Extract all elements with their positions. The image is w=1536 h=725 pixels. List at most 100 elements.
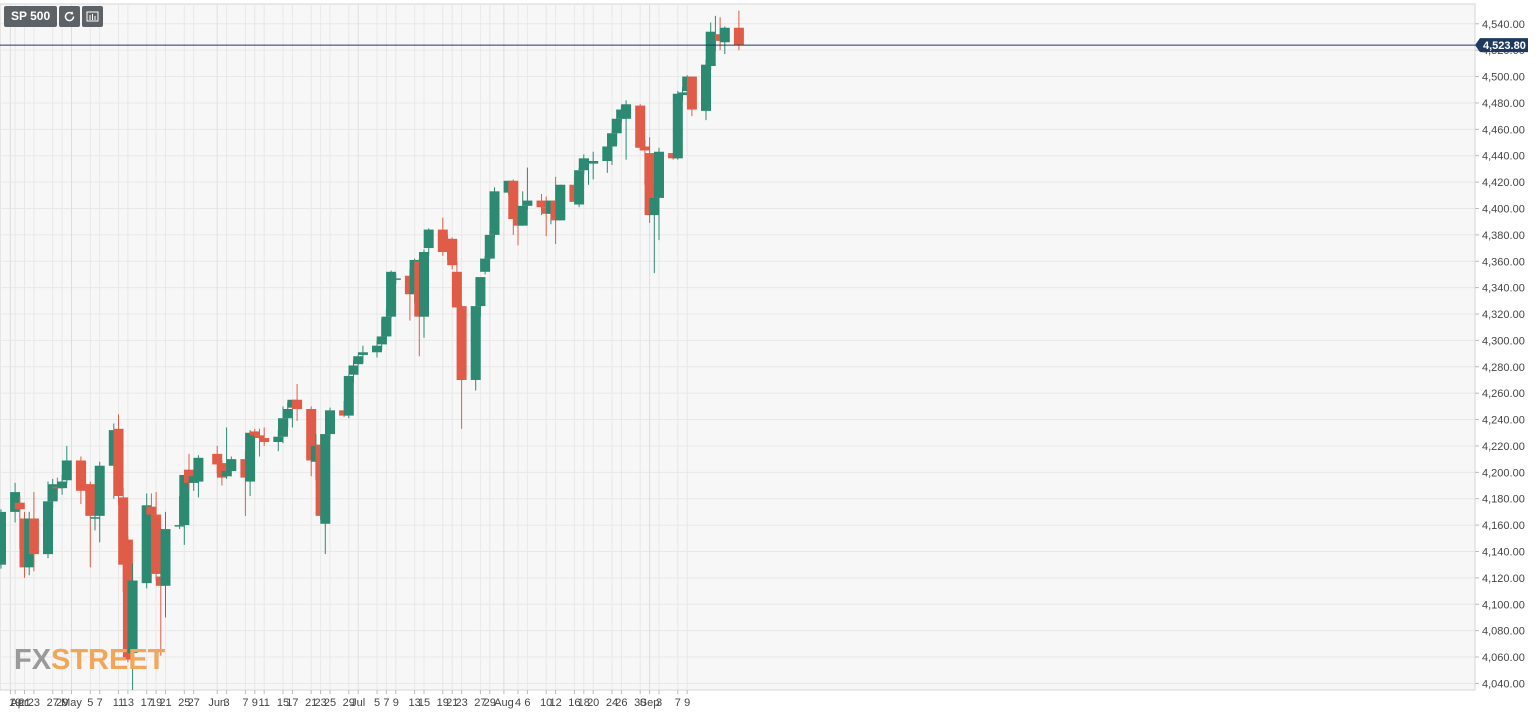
candle-body — [292, 399, 303, 410]
x-tick-label: 6 — [524, 697, 530, 709]
x-tick-label: 10 — [540, 697, 552, 709]
x-tick-label: 9 — [684, 697, 690, 709]
candle — [484, 230, 495, 260]
x-tick-label: Jun — [208, 697, 226, 709]
candle-body — [376, 336, 387, 345]
candle-body — [254, 435, 265, 439]
candle — [386, 270, 397, 318]
x-tick-label: 19 — [437, 697, 449, 709]
x-tick-label: 7 — [383, 697, 389, 709]
y-tick-label: 4,100.00 — [1482, 599, 1525, 611]
candle — [325, 407, 335, 440]
indicator-button[interactable] — [82, 6, 104, 27]
candle-body — [216, 463, 227, 478]
x-tick-label: 7 — [97, 697, 103, 709]
candle — [75, 456, 86, 504]
candle-body — [705, 31, 716, 67]
x-tick-label: 25 — [178, 697, 190, 709]
candle — [480, 255, 491, 275]
candle — [602, 146, 613, 173]
candle-body — [475, 277, 486, 307]
candle-body — [343, 376, 354, 416]
candle — [193, 455, 204, 498]
symbol-button[interactable]: SP 500 — [4, 6, 58, 27]
candle-body — [28, 518, 39, 555]
candle-body — [480, 258, 491, 272]
candle-body — [733, 27, 744, 45]
candle-body — [43, 501, 53, 555]
y-tick-label: 4,240.00 — [1482, 415, 1525, 427]
candle — [61, 445, 72, 483]
candle-body — [273, 436, 284, 442]
candle-body — [118, 497, 129, 565]
y-tick-label: 4,120.00 — [1482, 573, 1525, 585]
candle-body — [160, 529, 171, 586]
y-tick-label: 4,320.00 — [1482, 309, 1525, 321]
candle — [705, 22, 716, 70]
x-tick-label: 27 — [474, 697, 486, 709]
candle — [517, 191, 528, 226]
candle-body — [357, 352, 368, 355]
candle-body — [686, 76, 697, 110]
x-tick-label: 7 — [675, 697, 681, 709]
candle-body — [456, 306, 467, 380]
x-tick-label: 9 — [252, 697, 258, 709]
price-line-group: 4,523.80 — [0, 38, 1528, 53]
y-tick-label: 4,500.00 — [1482, 72, 1525, 84]
y-tick-label: 4,200.00 — [1482, 467, 1525, 479]
x-tick-label: 24 — [606, 697, 618, 709]
candle-body — [578, 158, 589, 171]
x-tick-label: 21 — [305, 697, 317, 709]
candle-body — [47, 484, 58, 502]
x-tick-label: 13 — [408, 697, 420, 709]
x-tick-label: 9 — [393, 697, 399, 709]
x-tick-label: 17 — [141, 697, 153, 709]
x-tick-label: 4 — [515, 697, 521, 709]
candle-body — [381, 316, 392, 337]
x-tick-label: 25 — [324, 697, 336, 709]
candle — [160, 511, 171, 618]
candle — [127, 563, 138, 690]
candle — [179, 474, 190, 545]
candle — [701, 59, 711, 121]
candle-body — [639, 146, 650, 151]
x-tick-label: 23 — [455, 697, 467, 709]
x-tick-label: 27 — [188, 697, 200, 709]
x-tick-label: 5 — [87, 697, 93, 709]
candle-body — [635, 105, 646, 148]
candle — [451, 261, 462, 308]
candle-body — [489, 191, 500, 235]
logo-fx: FX — [14, 644, 52, 676]
candle-body — [127, 580, 138, 654]
last-price-label: 4,523.80 — [1483, 40, 1526, 52]
candle-body — [517, 205, 528, 226]
candle-body — [179, 474, 190, 526]
candle — [47, 478, 58, 508]
candle-body — [94, 465, 105, 516]
refresh-button[interactable] — [59, 6, 81, 27]
x-tick-label: 16 — [568, 697, 580, 709]
candle-body — [447, 238, 458, 266]
candle-body — [226, 459, 237, 472]
x-tick-label: 18 — [578, 697, 590, 709]
last-price-badge — [1475, 38, 1528, 53]
x-tick-label: 30 — [634, 697, 646, 709]
candle-body — [470, 306, 481, 380]
candle — [343, 374, 354, 419]
x-tick-label: 15 — [277, 697, 289, 709]
candle — [226, 456, 237, 477]
candle — [489, 187, 500, 238]
candle-body — [193, 457, 204, 482]
x-tick-label: 7 — [242, 697, 248, 709]
candle — [357, 345, 368, 363]
candle — [245, 430, 256, 497]
candle-body — [649, 197, 660, 216]
x-tick-label: 29 — [56, 697, 68, 709]
candle-body — [522, 200, 533, 206]
candle — [555, 184, 566, 221]
candle-body — [353, 356, 364, 365]
candle — [578, 154, 589, 175]
candle — [85, 481, 96, 568]
candle-body — [386, 271, 397, 317]
